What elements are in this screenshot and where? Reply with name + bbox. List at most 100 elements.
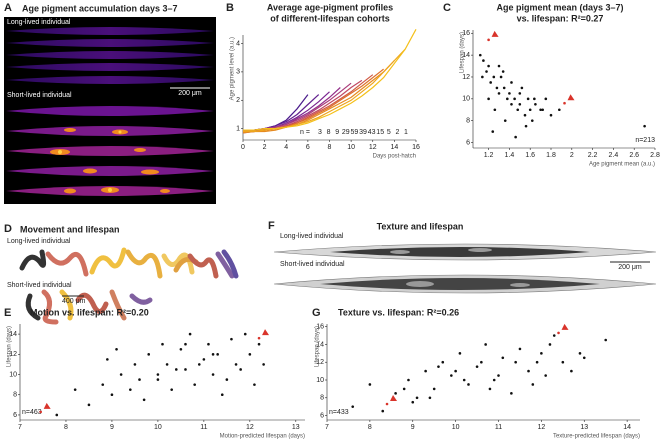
point [544,97,548,101]
point [432,387,436,391]
n-label: n = [300,129,310,136]
point [381,409,385,413]
point [489,81,492,84]
point [202,358,206,361]
point [558,108,561,112]
point [508,92,511,95]
point [211,353,215,356]
x-axis-label: Days post-hatch [373,154,416,160]
x-tick-label: 1.6 [525,152,535,159]
line [242,60,395,134]
x-tick-label: 16 [412,144,420,151]
point [156,378,160,381]
point [87,403,91,407]
point [220,393,224,397]
point [518,92,522,95]
point [174,368,178,371]
y-tick-label: 8 [13,392,17,399]
point [534,102,537,106]
point [531,383,535,386]
point [492,75,496,79]
x-tick-label: 10 [154,424,162,431]
arrowhead [43,402,51,409]
point [497,64,501,68]
point [248,353,252,356]
y-tick-label: 2 [236,97,240,104]
point [526,97,530,101]
arrowhead [491,30,499,37]
point [503,119,507,122]
point [497,92,501,95]
x-tick-label: 1.8 [546,152,556,159]
x-tick-label: 2.2 [588,152,598,159]
panel-letter: A [4,2,12,14]
x-tick-label: 11 [200,424,207,431]
point [518,102,522,106]
point [533,97,536,101]
x-tick-label: 13 [580,424,588,431]
x-tick-label: 14 [623,424,631,431]
chart-title: Motion vs. lifespan: R²=0.20 [30,307,149,317]
x-tick-label: 10 [347,144,355,151]
scale-label: 200 μm [178,90,202,97]
point [518,347,522,351]
point [549,113,553,117]
point [428,396,432,400]
panel-letter: B [226,2,234,14]
point [495,86,499,90]
point [170,388,173,391]
arrowhead [262,329,270,336]
point [530,119,534,122]
n-value: 43 [368,129,376,136]
y-tick-label: 12 [9,351,17,358]
x-tick-label: 8 [328,144,332,151]
x-tick-label: 2 [570,152,574,159]
y-tick-label: 12 [316,359,324,366]
point [502,86,506,90]
point [407,378,410,382]
n-value: 1 [404,129,408,136]
point [643,124,646,128]
point [262,363,265,366]
point [552,334,556,337]
point [480,360,483,364]
line [243,29,417,131]
chart-title: vs. lifespan: R²=0.27 [517,13,604,23]
y-tick-label: 6 [13,412,17,419]
point [351,405,355,408]
point [129,388,132,391]
point [514,360,517,364]
y-axis-label: Lifespan (days) [460,32,466,73]
x-tick-label: 12 [537,424,545,431]
point [492,378,496,382]
point [514,135,517,139]
point [520,86,524,90]
y-tick-label: 16 [316,324,324,331]
x-tick-label: 12 [369,144,377,151]
point [119,373,123,376]
point [539,108,542,112]
panel-letter: F [268,220,275,232]
y-tick-label: 6 [466,139,470,146]
x-tick-label: 11 [495,424,502,431]
x-tick-label: 0 [241,144,245,151]
point [437,365,440,368]
point [115,347,118,351]
y-tick-label: 8 [466,118,470,125]
point [548,343,552,346]
point [257,336,261,340]
point [239,368,242,371]
texture-images [273,243,657,294]
x-tick-label: 1.2 [484,152,494,159]
point [253,383,256,386]
point [563,101,566,105]
y-tick-label: 10 [9,371,17,378]
y-tick-label: 14 [462,52,470,59]
point [101,383,105,386]
point [184,368,187,371]
point [55,413,59,417]
x-axis-label: Texture-predicted lifespan (days) [553,434,640,439]
point [106,358,109,361]
y-tick-label: 14 [9,331,17,338]
panel-letter: E [4,307,11,319]
